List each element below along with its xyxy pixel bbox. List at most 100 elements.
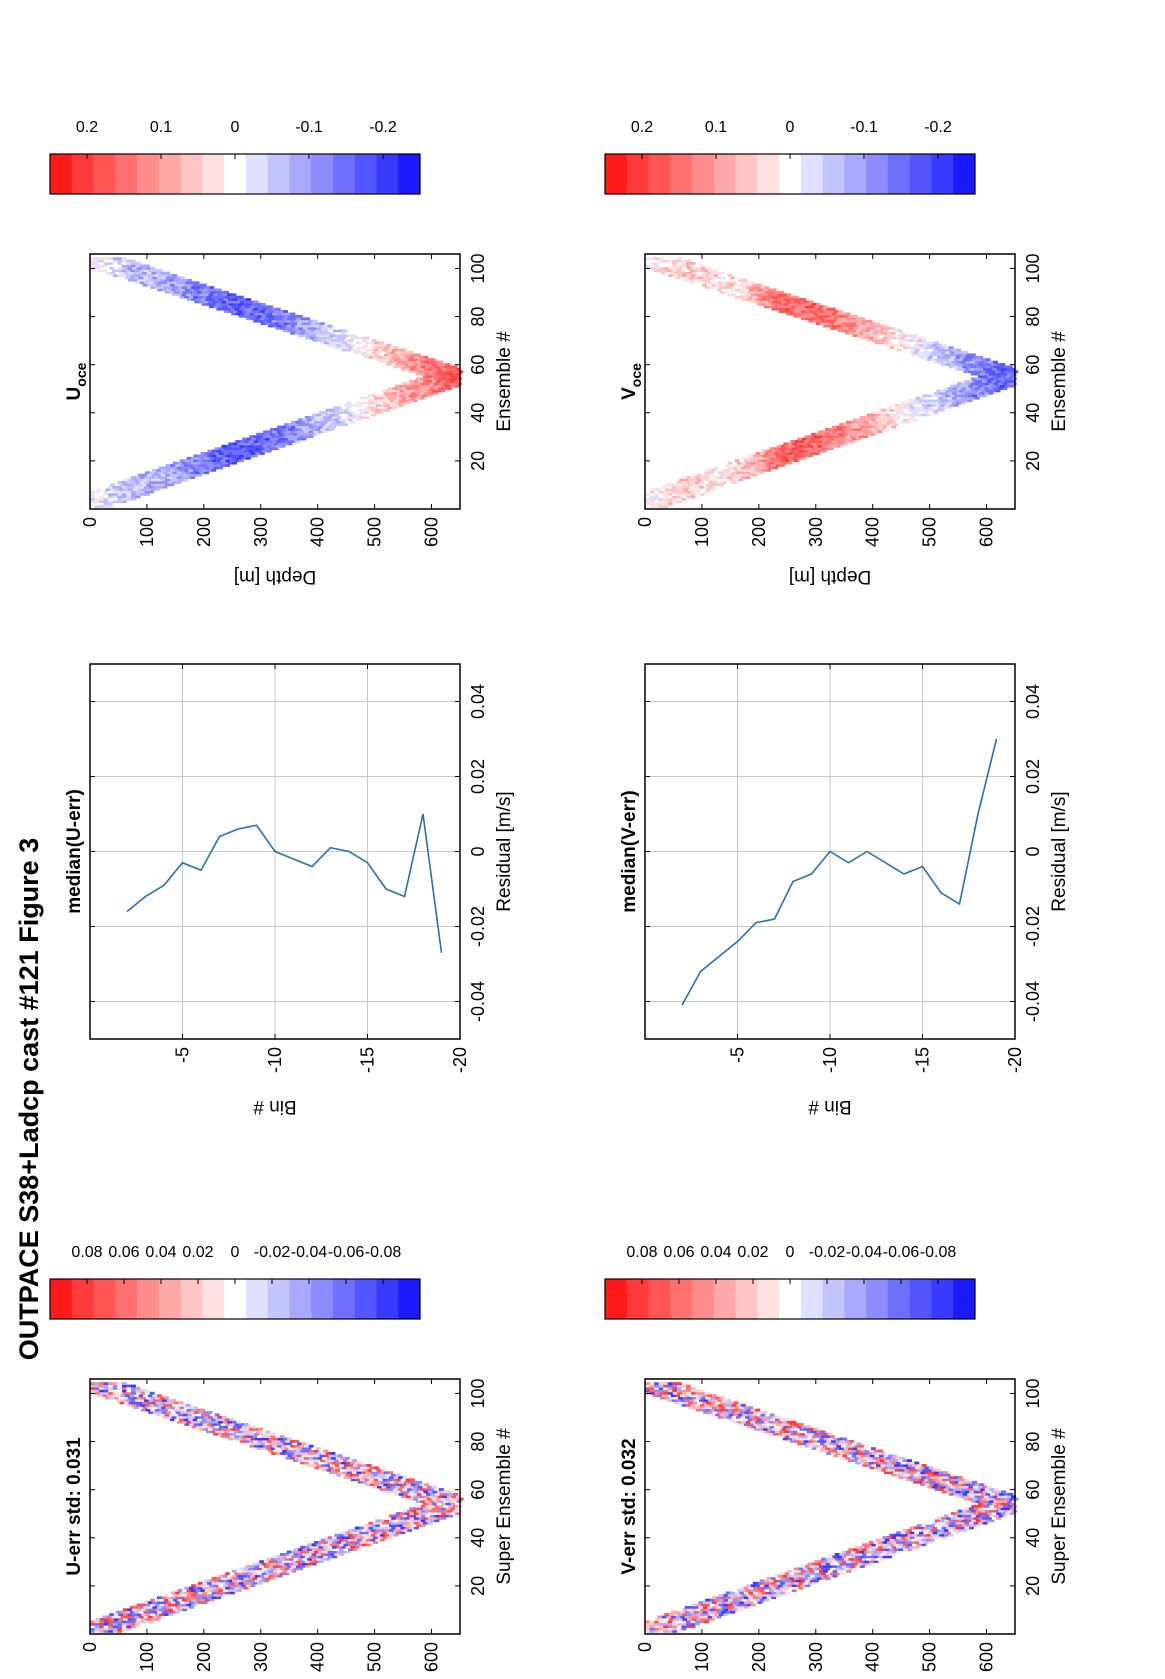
- heatmap-cell: [217, 1427, 223, 1431]
- heatmap-cell: [814, 1565, 820, 1568]
- heatmap-cell: [114, 1396, 119, 1400]
- colorbar-swatch: [224, 1279, 247, 1319]
- heatmap-cell: [931, 1480, 937, 1484]
- heatmap-cell: [843, 1567, 849, 1571]
- heatmap-cell: [685, 1620, 691, 1624]
- heatmap-cell: [177, 1420, 183, 1424]
- heatmap-cell: [707, 1406, 712, 1410]
- heatmap-cell: [110, 271, 116, 275]
- heatmap-cell: [164, 1401, 170, 1405]
- heatmap-cell: [731, 1415, 737, 1419]
- heatmap-cell: [193, 295, 199, 299]
- heatmap-cell: [725, 1596, 731, 1600]
- heatmap-cell: [117, 492, 123, 496]
- heatmap-cell: [841, 1565, 847, 1568]
- heatmap-cell: [255, 1442, 261, 1446]
- heatmap-cell: [157, 1596, 162, 1600]
- heatmap-cell: [295, 324, 301, 328]
- heatmap-cell: [807, 1577, 813, 1580]
- heatmap-cell: [213, 466, 219, 470]
- heatmap-cell: [443, 377, 449, 381]
- heatmap-cell: [320, 428, 326, 431]
- heatmap-cell: [413, 384, 419, 388]
- heatmap-cell: [363, 355, 369, 359]
- heatmap-cell: [388, 387, 394, 390]
- heatmap-cell: [416, 358, 422, 362]
- heatmap-cell: [993, 1509, 999, 1513]
- heatmap-cell: [261, 1577, 267, 1580]
- heatmap-cell: [164, 290, 170, 294]
- heatmap-cell: [223, 452, 229, 455]
- heatmap-cell: [310, 432, 316, 436]
- heatmap-cell: [785, 454, 790, 458]
- heatmap-cell: [964, 1478, 970, 1482]
- heatmap-cell: [845, 425, 851, 429]
- heatmap-cell: [362, 339, 368, 342]
- heatmap-cell: [764, 461, 770, 465]
- heatmap-cell: [734, 1591, 740, 1595]
- heatmap-cell: [720, 468, 726, 472]
- heatmap-cell: [645, 490, 650, 494]
- heatmap-cell: [149, 476, 155, 479]
- heatmap-cell: [186, 1603, 192, 1607]
- heatmap-cell: [726, 1411, 732, 1414]
- heatmap-cell: [966, 1519, 972, 1523]
- heatmap-cell: [979, 1500, 985, 1503]
- heatmap-cell: [409, 1490, 415, 1494]
- heatmap-cell: [965, 1495, 971, 1499]
- heatmap-cell: [163, 1603, 169, 1607]
- x-tick-label: 20: [1023, 1576, 1043, 1596]
- heatmap-cell: [899, 1456, 905, 1460]
- heatmap-cell: [415, 391, 421, 395]
- heatmap-cell: [813, 440, 819, 443]
- heatmap-cell: [302, 326, 308, 330]
- heatmap-cell: [430, 1492, 436, 1496]
- heatmap-cell: [689, 1399, 695, 1402]
- heatmap-cell: [299, 331, 305, 335]
- heatmap-cell: [292, 432, 298, 436]
- heatmap-cell: [400, 355, 406, 359]
- heatmap-cell: [415, 372, 421, 376]
- heatmap-cell: [354, 1545, 360, 1549]
- heatmap-cell: [140, 492, 146, 496]
- heatmap-cell: [169, 483, 175, 487]
- heatmap-cell: [146, 278, 152, 282]
- heatmap-cell: [121, 1625, 127, 1628]
- heatmap-cell: [766, 464, 772, 467]
- heatmap-cell: [839, 1447, 845, 1450]
- heatmap-cell: [419, 367, 425, 371]
- heatmap-cell: [230, 307, 236, 311]
- heatmap-cell: [388, 1519, 394, 1523]
- x-tick-label: 0.02: [1023, 759, 1043, 794]
- heatmap-cell: [223, 456, 229, 460]
- heatmap-cell: [936, 1485, 942, 1489]
- heatmap-cell: [188, 464, 194, 467]
- heatmap-cell: [455, 367, 461, 371]
- heatmap-cell: [794, 449, 800, 453]
- heatmap-cell: [780, 454, 786, 458]
- heatmap-cell: [134, 276, 140, 280]
- heatmap-cell: [232, 456, 238, 460]
- heatmap-cell: [393, 346, 399, 350]
- heatmap-cell: [415, 1483, 421, 1487]
- heatmap-cell: [236, 456, 242, 460]
- heatmap-cell: [116, 1399, 122, 1402]
- heatmap-cell: [793, 459, 799, 463]
- heatmap-cell: [445, 1502, 451, 1506]
- heatmap-cell: [272, 1560, 278, 1564]
- x-tick-label: 0: [1023, 846, 1043, 856]
- heatmap-cell: [293, 1567, 299, 1571]
- heatmap-cell: [339, 403, 345, 407]
- heatmap-cell: [375, 358, 381, 362]
- heatmap-cell: [273, 1437, 279, 1441]
- heatmap-cell: [260, 447, 265, 451]
- heatmap-cell: [689, 1394, 695, 1398]
- heatmap-cell: [978, 1502, 983, 1506]
- heatmap-cell: [238, 459, 244, 463]
- heatmap-cell: [313, 1461, 319, 1465]
- heatmap-cell: [873, 1449, 879, 1453]
- heatmap-cell: [276, 312, 282, 316]
- heatmap-cell: [327, 336, 333, 340]
- heatmap-cell: [306, 418, 312, 422]
- heatmap-cell: [198, 454, 204, 458]
